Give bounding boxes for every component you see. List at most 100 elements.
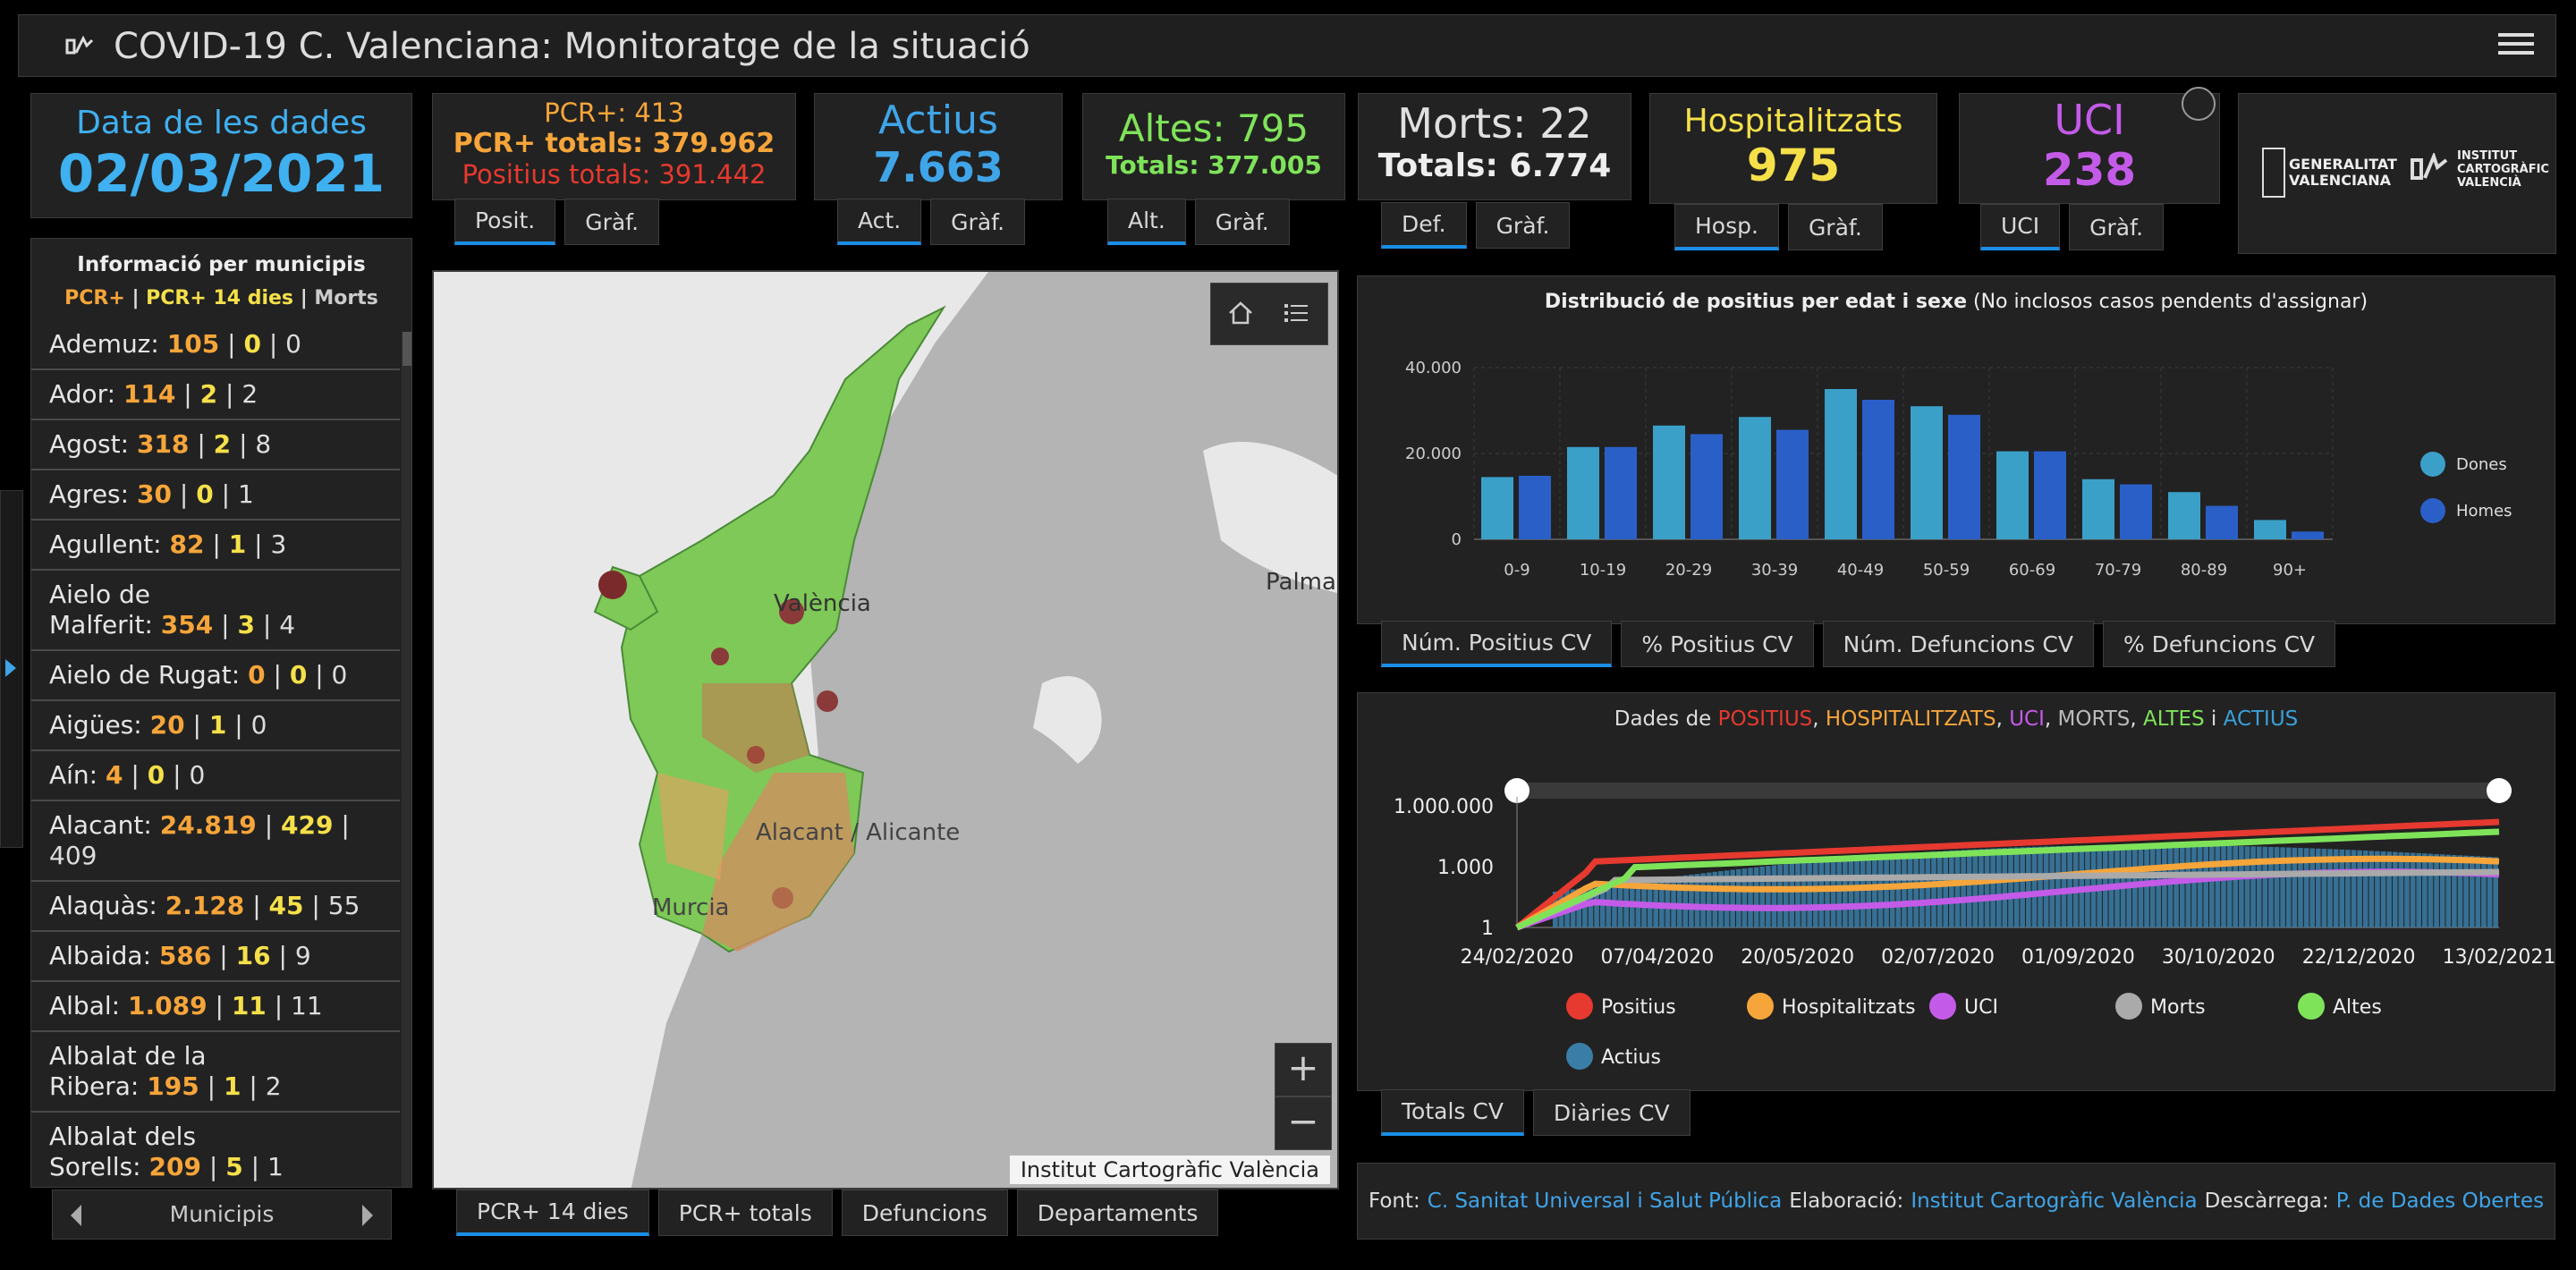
- municipi-row[interactable]: Aielo de Malferit: 354 | 3 | 4: [31, 571, 400, 651]
- tab-act[interactable]: Act.: [837, 199, 922, 245]
- legend-swatch[interactable]: [1566, 993, 1593, 1020]
- prev-icon[interactable]: [71, 1205, 81, 1226]
- actius-bar: [1676, 876, 1682, 927]
- legend-swatch[interactable]: [1929, 993, 1956, 1020]
- tab-pct-positius[interactable]: % Positius CV: [1621, 621, 1814, 667]
- actius-bar: [1818, 860, 1825, 927]
- municipi-row[interactable]: Albalat de la Ribera: 195 | 1 | 2: [31, 1032, 400, 1113]
- range-slider-track[interactable]: [1517, 783, 2499, 799]
- tab-def-graf[interactable]: Gràf.: [1475, 202, 1571, 249]
- tab-alt[interactable]: Alt.: [1107, 199, 1186, 245]
- municipi-row[interactable]: Alacant: 24.819 | 429 | 409: [31, 801, 400, 882]
- range-slider-end-handle[interactable]: [2487, 778, 2512, 803]
- actius-bar: [2481, 856, 2487, 927]
- x-tick-label: 40-49: [1837, 561, 1884, 580]
- bar-dones[interactable]: [1567, 446, 1599, 539]
- pcr-value: 24.819: [159, 810, 257, 840]
- bar-dones[interactable]: [2082, 478, 2114, 539]
- tab-pcr-graf[interactable]: Gràf.: [564, 199, 660, 245]
- home-icon[interactable]: [1227, 300, 1254, 326]
- range-slider-start-handle[interactable]: [1504, 778, 1530, 803]
- bar-dones[interactable]: [1996, 451, 2029, 539]
- bar-homes[interactable]: [1948, 414, 1980, 539]
- municipi-row[interactable]: Albalat dels Sorells: 209 | 5 | 1: [31, 1113, 400, 1187]
- legend-swatch[interactable]: [1566, 1043, 1593, 1070]
- actius-bar: [1801, 862, 1807, 927]
- zoom-in-icon[interactable]: +: [1275, 1043, 1332, 1096]
- x-tick-label: 24/02/2020: [1461, 946, 1574, 969]
- bar-dones[interactable]: [1739, 417, 1771, 539]
- bar-dones[interactable]: [1911, 406, 1943, 539]
- legend-swatch[interactable]: [2115, 993, 2142, 1020]
- tab-num-defuncions[interactable]: Núm. Defuncions CV: [1822, 621, 2094, 667]
- side-panel-handle[interactable]: [0, 490, 23, 848]
- morts-value: 2: [242, 379, 258, 409]
- bar-dones[interactable]: [1653, 425, 1685, 539]
- bar-dones[interactable]: [2254, 520, 2286, 539]
- map-view[interactable]: València Alacant / Alicante Murcia Palma…: [432, 270, 1339, 1190]
- municipi-row[interactable]: Albaida: 586 | 16 | 9: [31, 932, 400, 982]
- municipi-row[interactable]: Aielo de Rugat: 0 | 0 | 0: [31, 651, 400, 701]
- tab-act-graf[interactable]: Gràf.: [930, 199, 1026, 245]
- municipi-row[interactable]: Agres: 30 | 0 | 1: [31, 470, 400, 521]
- bar-homes[interactable]: [1862, 400, 1894, 539]
- bar-homes[interactable]: [2034, 451, 2066, 539]
- actius-bar: [1694, 874, 1700, 927]
- next-icon[interactable]: [362, 1205, 373, 1226]
- tab-hosp-graf[interactable]: Gràf.: [1787, 204, 1883, 250]
- legend-swatch[interactable]: [1747, 993, 1774, 1020]
- bar-dones[interactable]: [2168, 492, 2200, 539]
- tab-departaments[interactable]: Departaments: [1016, 1190, 1219, 1236]
- zoom-out-icon[interactable]: −: [1275, 1096, 1332, 1150]
- actius-bar: [2321, 849, 2327, 927]
- municipi-row[interactable]: Ademuz: 105 | 0 | 0: [31, 320, 400, 370]
- municipi-row[interactable]: Aigües: 20 | 1 | 0: [31, 701, 400, 751]
- bar-homes[interactable]: [2206, 505, 2238, 539]
- municipi-row[interactable]: Agullent: 82 | 1 | 3: [31, 521, 400, 571]
- hosp-label: Hospitalitzats: [1683, 103, 1903, 140]
- menu-icon[interactable]: [2498, 28, 2534, 64]
- bar-homes[interactable]: [1690, 434, 1723, 539]
- bar-dones[interactable]: [1481, 477, 1513, 539]
- tab-pcr-totals[interactable]: PCR+ totals: [657, 1190, 833, 1236]
- list-scrollbar[interactable]: [402, 332, 411, 1187]
- bar-dones[interactable]: [1825, 389, 1857, 539]
- map-canvas[interactable]: [434, 272, 1339, 1190]
- actius-bar: [2404, 852, 2410, 927]
- bar-homes[interactable]: [2292, 531, 2324, 539]
- tab-posit[interactable]: Posit.: [454, 199, 556, 245]
- bar-homes[interactable]: [1776, 429, 1809, 539]
- tab-num-positius[interactable]: Núm. Positius CV: [1381, 621, 1613, 667]
- municipi-row[interactable]: Aín: 4 | 0 | 0: [31, 751, 400, 801]
- tab-defuncions[interactable]: Defuncions: [841, 1190, 1008, 1236]
- desc-link[interactable]: P. de Dades Obertes: [2335, 1190, 2545, 1213]
- actius-bar: [1700, 873, 1706, 927]
- municipi-row[interactable]: Albal: 1.089 | 11 | 11: [31, 982, 400, 1032]
- tab-uci-graf[interactable]: Gràf.: [2069, 204, 2165, 250]
- tab-hosp[interactable]: Hosp.: [1674, 204, 1779, 250]
- timeseries-chart-panel: Dades de POSITIUS, HOSPITALITZATS, UCI, …: [1357, 692, 2555, 1091]
- pcr14-value: 429: [281, 810, 334, 840]
- bar-homes[interactable]: [1519, 475, 1551, 539]
- legend-swatch[interactable]: [2298, 993, 2325, 1020]
- tab-alt-graf[interactable]: Gràf.: [1194, 199, 1290, 245]
- bar-homes[interactable]: [2120, 484, 2152, 539]
- tab-pcr14[interactable]: PCR+ 14 dies: [456, 1190, 649, 1236]
- tab-def[interactable]: Def.: [1381, 202, 1467, 249]
- actius-bar: [2038, 846, 2043, 927]
- municipi-row[interactable]: Alaquàs: 2.128 | 45 | 55: [31, 882, 400, 932]
- municipi-row[interactable]: Ador: 114 | 2 | 2: [31, 370, 400, 420]
- font-link[interactable]: C. Sanitat Universal i Salut Pública: [1427, 1190, 1783, 1213]
- municipi-name: Ador:: [49, 379, 116, 409]
- tab-diaries-cv[interactable]: Diàries CV: [1532, 1089, 1690, 1136]
- municipi-row[interactable]: Agost: 318 | 2 | 8: [31, 420, 400, 470]
- tab-pct-defuncions[interactable]: % Defuncions CV: [2102, 621, 2336, 667]
- tab-totals-cv[interactable]: Totals CV: [1381, 1089, 1524, 1136]
- tab-uci[interactable]: UCI: [1980, 204, 2061, 250]
- layer-list-icon[interactable]: [1283, 300, 1309, 326]
- bar-homes[interactable]: [1605, 446, 1637, 539]
- expand-icon[interactable]: [2182, 87, 2216, 121]
- elab-link[interactable]: Institut Cartogràfic València: [1911, 1190, 2198, 1213]
- actius-bar: [1724, 870, 1730, 927]
- morts-value: 0: [285, 329, 301, 359]
